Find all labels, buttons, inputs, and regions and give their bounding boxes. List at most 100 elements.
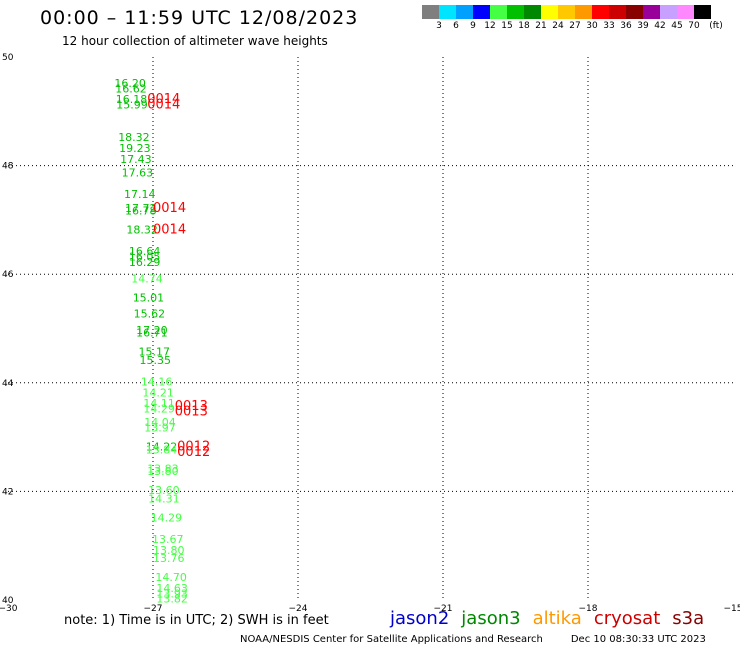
time-label: 0014 bbox=[153, 222, 186, 237]
x-tick-label: −15 bbox=[724, 604, 740, 612]
wave-height-label: 13.83 bbox=[147, 462, 179, 475]
satellite-cryosat: cryosat bbox=[593, 608, 661, 629]
satellite-legend: jason2 jason3 altika cryosat s3a bbox=[390, 608, 716, 629]
wave-height-label: 17.63 bbox=[122, 166, 154, 179]
wave-height-label: 17.20 bbox=[136, 324, 168, 337]
wave-height-label: 14.04 bbox=[144, 416, 176, 429]
y-tick-label: 48 bbox=[2, 162, 14, 172]
legend-labels: 3 6 9 12 15 18 21 24 27 30 33 36 39 42 45 70 (ft) bbox=[422, 19, 723, 33]
y-tick-label: 40 bbox=[2, 596, 14, 606]
wave-height-label: 13.60 bbox=[148, 484, 180, 497]
legend-swatch bbox=[677, 5, 694, 19]
legend-swatch bbox=[439, 5, 456, 19]
wave-height-label: 15.17 bbox=[139, 346, 171, 359]
wave-height-label: 14.63 bbox=[156, 582, 188, 595]
color-legend: 3 6 9 12 15 18 21 24 27 30 33 36 39 42 45 70 (ft) bbox=[422, 5, 723, 37]
x-tick-label: −27 bbox=[144, 604, 163, 612]
wave-height-label: 13.97 bbox=[144, 422, 176, 435]
wave-height-label: 19.23 bbox=[119, 142, 150, 155]
legend-label: 21 bbox=[535, 21, 547, 31]
legend-swatch bbox=[694, 5, 711, 19]
x-tick-label: −24 bbox=[289, 604, 308, 612]
wave-height-label: 14.21 bbox=[142, 386, 174, 399]
wave-height-label: 13.80 bbox=[147, 465, 179, 478]
x-tick-label: −30 bbox=[0, 604, 18, 612]
wave-height-label: 16.29 bbox=[129, 256, 161, 269]
time-label: 0012 bbox=[177, 440, 210, 455]
wave-height-label: 15.35 bbox=[139, 354, 171, 367]
legend-swatch bbox=[507, 5, 524, 19]
legend-label: 45 bbox=[671, 21, 683, 31]
time-label: 0014 bbox=[147, 98, 180, 113]
satellite-jason3: jason3 bbox=[461, 608, 521, 629]
legend-label: 30 bbox=[586, 21, 598, 31]
wave-height-label: 16.64 bbox=[129, 245, 161, 258]
wave-height-label: 17.72 bbox=[125, 202, 157, 215]
wave-height-label: 16.62 bbox=[115, 82, 147, 95]
legend-label: 36 bbox=[620, 21, 632, 31]
chart-subtitle: 12 hour collection of altimeter wave hei… bbox=[62, 34, 328, 48]
legend-label: 9 bbox=[470, 21, 476, 31]
wave-height-label: 13.80 bbox=[153, 544, 185, 557]
wave-height-label: 14.16 bbox=[141, 376, 173, 389]
legend-swatch bbox=[473, 5, 490, 19]
wave-height-label: 17.14 bbox=[124, 188, 156, 201]
legend-swatch bbox=[490, 5, 507, 19]
y-tick-label: 46 bbox=[2, 270, 14, 280]
y-tick-label: 50 bbox=[2, 53, 14, 63]
wave-height-label: 13.84 bbox=[146, 443, 178, 456]
x-tick-label: −21 bbox=[434, 604, 453, 612]
x-tick-label: −18 bbox=[579, 604, 598, 612]
footer-credit-line: NOAA/NESDIS Center for Satellite Applica… bbox=[240, 634, 706, 645]
wave-height-label: 14.11 bbox=[143, 397, 175, 410]
legend-swatches bbox=[422, 5, 711, 19]
wave-height-label: 16.05 bbox=[129, 251, 161, 264]
legend-unit: (ft) bbox=[709, 21, 723, 31]
y-tick-label: 42 bbox=[2, 487, 13, 497]
legend-label: 39 bbox=[637, 21, 649, 31]
legend-label: 6 bbox=[453, 21, 459, 31]
legend-label: 12 bbox=[484, 21, 496, 31]
time-label: 0014 bbox=[147, 92, 180, 107]
legend-swatch bbox=[643, 5, 660, 19]
wave-height-label: 14.74 bbox=[131, 272, 163, 285]
chart-title: 00:00 – 11:59 UTC 12/08/2023 bbox=[40, 7, 359, 29]
wave-height-label: 13.67 bbox=[152, 533, 184, 546]
wave-height-label: 13.82 bbox=[156, 593, 188, 606]
wave-height-label: 16.71 bbox=[136, 327, 168, 340]
time-label: 0012 bbox=[177, 445, 210, 460]
legend-swatch bbox=[592, 5, 609, 19]
time-label: 0014 bbox=[153, 201, 186, 216]
wave-height-label: 14.31 bbox=[148, 492, 180, 505]
timestamp: Dec 10 08:30:33 UTC 2023 bbox=[570, 634, 706, 645]
legend-swatch bbox=[558, 5, 575, 19]
legend-label: 42 bbox=[654, 21, 666, 31]
footer-note: note: 1) Time is in UTC; 2) SWH is in fe… bbox=[64, 613, 329, 628]
satellite-jason2: jason2 bbox=[390, 608, 450, 629]
y-tick-label: 44 bbox=[2, 379, 14, 389]
wave-height-label: 14.22 bbox=[146, 441, 178, 454]
wave-height-label: 16.18 bbox=[116, 93, 147, 106]
legend-swatch bbox=[524, 5, 541, 19]
legend-label: 27 bbox=[569, 21, 581, 31]
satellite-s3a: s3a bbox=[672, 608, 705, 629]
legend-label: 33 bbox=[603, 21, 615, 31]
legend-swatch bbox=[626, 5, 643, 19]
time-label: 0013 bbox=[175, 399, 208, 414]
time-label: 0013 bbox=[175, 404, 208, 419]
wave-height-label: 14.29 bbox=[143, 403, 175, 416]
legend-label: 24 bbox=[552, 21, 564, 31]
legend-swatch bbox=[541, 5, 558, 19]
credit-text: NOAA/NESDIS Center for Satellite Applica… bbox=[240, 634, 543, 645]
wave-height-label: 18.32 bbox=[126, 223, 157, 236]
wave-height-label: 15.01 bbox=[133, 291, 165, 304]
legend-label: 70 bbox=[688, 21, 700, 31]
wave-height-label: 18.32 bbox=[118, 131, 150, 144]
legend-swatch bbox=[422, 5, 439, 19]
wave-height-label: 14.29 bbox=[151, 511, 183, 524]
satellite-altika: altika bbox=[532, 608, 582, 629]
wave-height-plot: −30 −27 −24 −21 −18 −15 40 42 44 46 48 50 16.2016.62… bbox=[0, 53, 740, 612]
legend-swatch bbox=[456, 5, 473, 19]
wave-height-label: 13.76 bbox=[153, 552, 185, 565]
wave-height-label: 16.20 bbox=[114, 77, 146, 90]
